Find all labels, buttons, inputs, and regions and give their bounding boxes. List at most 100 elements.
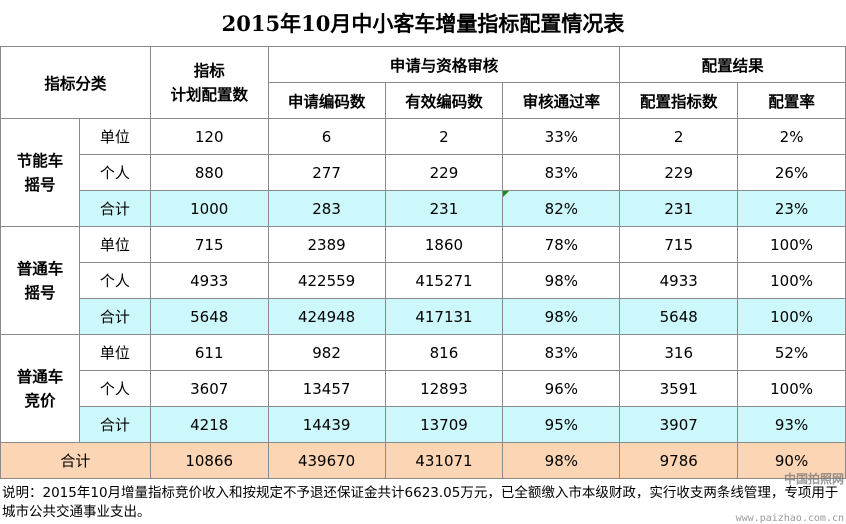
table-cell: 316 [619,334,739,371]
table-cell: 229 [619,154,739,191]
row-label: 单位 [78,226,151,263]
header-plan: 指标 计划配置数 [149,46,269,119]
header-row-2: 申请编码数 有效编码数 审核通过率 配置指标数 配置率 [1,82,846,119]
table-cell: 12893 [384,370,504,407]
header-plan-line2: 计划配置数 [170,85,248,104]
table-cell: 4933 [619,262,739,299]
table-cell: 2 [384,118,504,155]
table-cell: 982 [267,334,386,371]
table-cell: 13709 [384,406,504,443]
table-cell: 90% [737,442,846,479]
table-cell: 3591 [619,370,739,407]
table-cell: 9786 [619,442,739,479]
table-cell: 277 [267,154,386,191]
row-label: 个人 [78,154,151,191]
table-cell: 10866 [149,442,269,479]
group-label-line2: 摇号 [24,175,56,194]
group-label-line1: 普通车 [16,367,64,386]
table-cell: 2% [737,118,846,155]
header-allocated: 配置指标数 [619,82,739,119]
table-row: 个人 3607 13457 12893 96% 3591 100% [1,370,846,407]
table-cell: 14439 [267,406,386,443]
group-label-line2: 摇号 [24,283,56,302]
table-cell: 98% [502,262,621,299]
subtotal-row: 合计 5648 424948 417131 98% 5648 100% [0,298,846,335]
table-cell: 52% [737,334,846,371]
footnote: 说明：2015年10月增量指标竞价收入和按规定不予退还保证金共计6623.05万… [2,485,839,520]
row-label: 个人 [78,262,151,299]
table-cell: 2389 [267,226,386,263]
table-cell: 415271 [384,262,504,299]
table-cell: 78% [502,226,621,263]
table-row: 普通车 摇号 单位 715 2389 1860 78% 715 100% [0,226,846,335]
grand-total-row: 合计 10866 439670 431071 98% 9786 90% [0,442,846,479]
table-cell: 83% [502,154,621,191]
table-cell: 120 [149,118,269,155]
table-cell: 95% [502,406,621,443]
table-cell: 82% [502,190,621,227]
row-label: 单位 [78,118,151,155]
table-cell: 715 [149,226,269,263]
table-cell: 98% [502,298,621,335]
table-cell: 100% [737,370,846,407]
table-cell: 231 [384,190,504,227]
header-group-review: 申请与资格审核 [267,46,621,83]
table-cell: 6 [267,118,386,155]
table-cell: 83% [502,334,621,371]
watermark-line1: 中国拍照网 [783,472,844,486]
table-title: 2015年10月中小客车增量指标配置情况表 [221,11,625,36]
table-cell: 26% [737,154,846,191]
row-label: 合计 [78,406,151,443]
table-cell: 439670 [267,442,386,479]
group-label-line1: 节能车 [16,151,64,170]
grand-total-label: 合计 [0,442,151,479]
group-label: 节能车 摇号 [0,118,80,227]
header-category: 指标分类 [0,46,151,119]
table-cell: 417131 [384,298,504,335]
table-cell: 1860 [384,226,504,263]
watermark-logo: 中国拍照网 www.paizhao.com.cn [736,470,844,524]
table-cell: 100% [737,298,846,335]
table-cell: 5648 [619,298,739,335]
table-cell: 816 [384,334,504,371]
watermark-line2: www.paizhao.com.cn [735,513,844,524]
header-valid: 有效编码数 [384,82,504,119]
table-cell: 98% [502,442,621,479]
table-cell: 431071 [384,442,504,479]
table-cell: 4933 [149,262,269,299]
table-cell: 283 [267,190,386,227]
header-row-1: 指标分类 指标 计划配置数 申请与资格审核 配置结果 [0,46,846,119]
table-cell: 231 [619,190,739,227]
table-cell: 611 [149,334,269,371]
table-cell: 1000 [149,190,269,227]
table-cell: 100% [737,226,846,263]
table-cell: 424948 [267,298,386,335]
table-cell: 229 [384,154,504,191]
header-pass-rate: 审核通过率 [502,82,621,119]
table-row: 普通车 竞价 单位 611 982 816 83% 316 52% [0,334,846,443]
table-row: 节能车 摇号 单位 120 6 2 33% 2 2% [0,118,846,227]
table-cell: 880 [149,154,269,191]
table-cell: 23% [737,190,846,227]
subtotal-row: 合计 4218 14439 13709 95% 3907 93% [0,406,846,443]
table-cell: 5648 [149,298,269,335]
table-cell: 93% [737,406,846,443]
table-cell: 715 [619,226,739,263]
quota-allocation-table: 指标分类 指标 计划配置数 申请与资格审核 配置结果 申请编码数 有效编码数 审… [0,46,846,479]
table-cell: 2 [619,118,739,155]
row-label: 个人 [78,370,151,407]
subtotal-row: 合计 1000 283 231 82% 231 23% [0,190,846,227]
header-plan-line1: 指标 [193,61,225,80]
table-row: 个人 4933 422559 415271 98% 4933 100% [1,262,846,299]
table-row: 个人 880 277 229 83% 229 26% [1,154,846,191]
row-label: 合计 [78,190,151,227]
group-label: 普通车 摇号 [0,226,80,335]
table-cell: 4218 [149,406,269,443]
header-applications: 申请编码数 [267,82,386,119]
group-label-line1: 普通车 [16,259,64,278]
group-label-line2: 竞价 [24,391,56,410]
table-cell: 33% [502,118,621,155]
table-cell: 422559 [267,262,386,299]
table-cell: 13457 [267,370,386,407]
table-cell: 96% [502,370,621,407]
